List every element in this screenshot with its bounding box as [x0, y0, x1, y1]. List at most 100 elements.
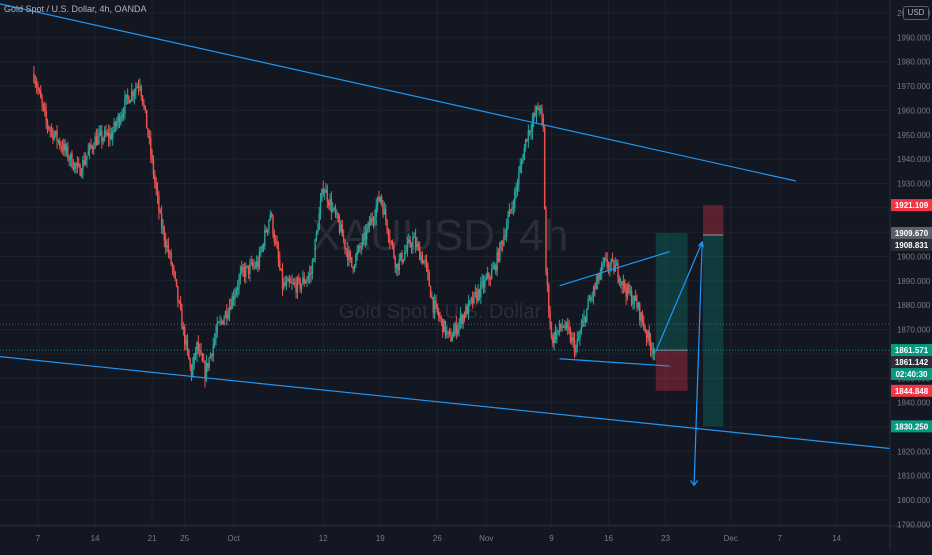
grid: [0, 0, 890, 526]
candle-body: [500, 242, 502, 244]
candle-body: [59, 140, 61, 147]
candle-body: [511, 207, 513, 210]
candle-body: [67, 146, 69, 159]
candle-body: [637, 303, 640, 308]
candle-body: [489, 278, 492, 280]
candle-body: [349, 251, 352, 257]
candle-body: [234, 294, 236, 300]
candle-body: [651, 348, 653, 350]
candle-body: [507, 216, 509, 227]
candle-body: [537, 106, 539, 111]
candle-body: [580, 326, 583, 334]
candle-body: [363, 232, 365, 238]
long-position-1-stop-zone[interactable]: [655, 350, 688, 391]
upper-channel-line[interactable]: [0, 3, 797, 182]
price-tag-text: 1921.109: [895, 201, 929, 210]
candle-body: [530, 131, 532, 133]
candle-body: [166, 245, 168, 248]
candle-body: [474, 291, 477, 293]
candle-body: [429, 286, 432, 298]
projection-up-line[interactable]: [655, 241, 703, 352]
candle-body: [289, 282, 292, 284]
candle-body: [160, 213, 163, 228]
y-tick-label: 1880.000: [897, 301, 931, 310]
candle-body: [393, 245, 395, 258]
y-tick-label: 1800.000: [897, 496, 931, 505]
candle-body: [469, 300, 471, 302]
candle-body: [404, 252, 406, 260]
candle-body: [83, 159, 85, 165]
candle-body: [323, 192, 326, 194]
candle-body: [546, 272, 549, 285]
candle-body: [222, 320, 224, 325]
candle-body: [129, 100, 132, 104]
candle-body: [87, 150, 89, 156]
candle-body: [485, 277, 487, 280]
candle-body: [281, 270, 284, 289]
candle-body: [56, 130, 58, 142]
currency-button[interactable]: USD: [903, 6, 929, 20]
candle-body: [529, 130, 531, 133]
trendlines[interactable]: [0, 3, 894, 487]
candle-body: [143, 103, 145, 106]
candle-body: [57, 140, 60, 142]
short-position-1-stop-zone[interactable]: [703, 205, 724, 235]
short-position-1-target-zone[interactable]: [703, 234, 724, 427]
projection-down-line[interactable]: [693, 241, 703, 486]
candle-body: [34, 81, 36, 84]
candle-body: [258, 251, 261, 268]
wedge-bottom-line[interactable]: [559, 358, 670, 367]
candle-body: [579, 333, 581, 338]
candle-body: [239, 272, 242, 278]
candle-body: [586, 308, 588, 322]
y-tick-label: 1870.000: [897, 326, 931, 335]
candle-body: [641, 312, 644, 323]
candle-body: [230, 306, 232, 309]
candle-body: [284, 282, 286, 286]
candle-body: [639, 303, 641, 321]
price-tag: [891, 384, 932, 397]
candle-body: [625, 289, 627, 297]
candle-body: [33, 73, 35, 82]
candle-body: [382, 203, 384, 215]
candle-body: [383, 208, 386, 215]
candle-body: [203, 361, 205, 363]
candle-body: [565, 323, 568, 329]
candle-body: [49, 129, 51, 131]
candle-body: [568, 327, 570, 331]
candle-body: [526, 139, 528, 141]
candle-body: [185, 339, 187, 345]
y-tick-label: 1820.000: [897, 447, 931, 456]
candle-body: [330, 199, 333, 212]
candle-body: [632, 303, 634, 305]
candle-body: [64, 143, 66, 151]
candle-body: [380, 196, 383, 204]
candle-body: [368, 222, 371, 226]
candle-body: [572, 337, 574, 340]
candles: [33, 66, 656, 388]
candle-body: [247, 265, 250, 274]
candle-body: [327, 201, 330, 206]
x-tick-label: Nov: [479, 534, 493, 543]
wedge-top-line[interactable]: [559, 251, 670, 287]
candle-body: [117, 115, 119, 123]
lower-channel-line[interactable]: [0, 356, 894, 450]
time-axis: [0, 526, 932, 550]
candle-body: [332, 208, 334, 212]
candle-body: [418, 246, 421, 261]
candle-body: [505, 226, 508, 237]
candle-body: [416, 244, 418, 248]
candle-body: [132, 91, 134, 97]
candle-body: [556, 331, 558, 340]
candle-body: [596, 274, 599, 283]
candle-body: [336, 213, 338, 215]
candle-body: [648, 330, 650, 341]
long-position-1-target-zone[interactable]: [655, 232, 688, 351]
position-tools[interactable]: [655, 205, 724, 427]
candle-body: [245, 266, 247, 277]
candle-body: [125, 94, 127, 99]
candle-body: [431, 297, 433, 299]
y-tick-label: 1790.000: [897, 520, 931, 529]
